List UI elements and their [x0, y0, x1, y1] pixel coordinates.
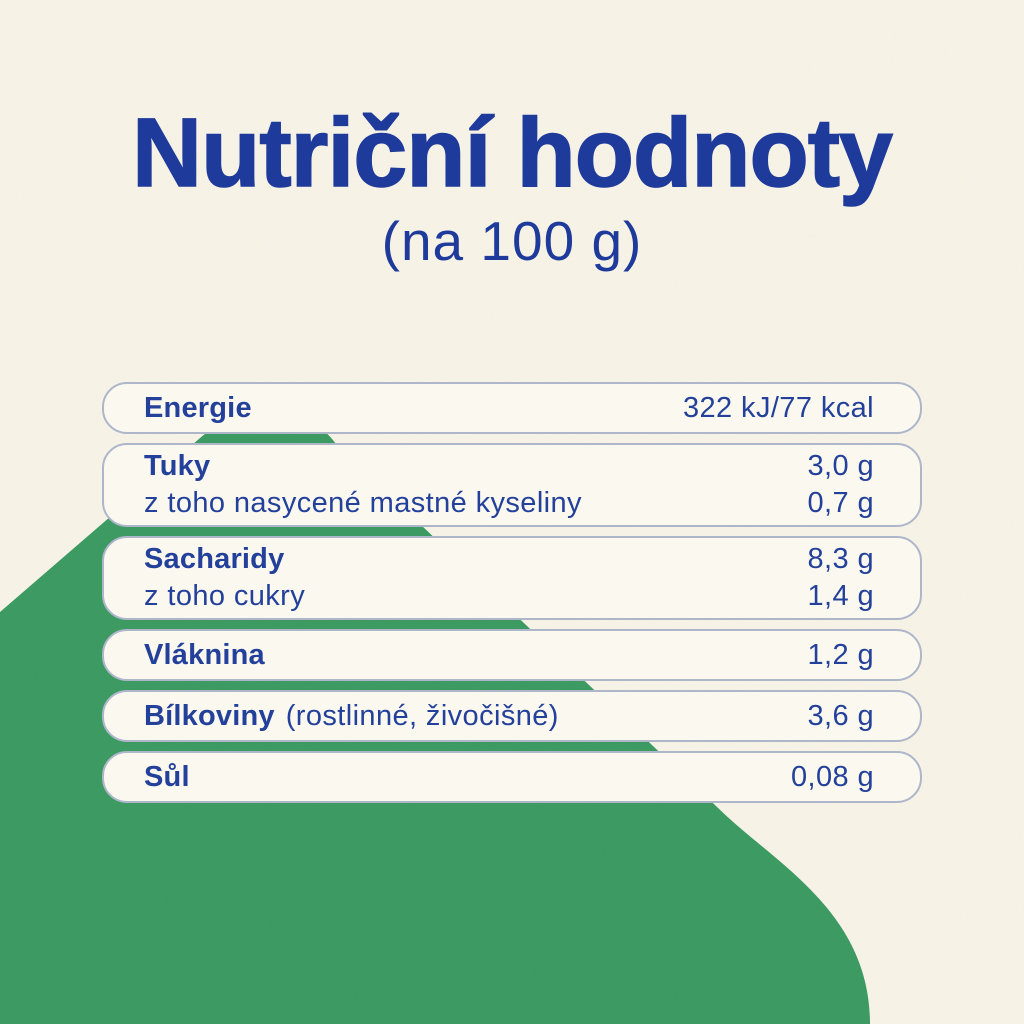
- row-label-text: z toho nasycené mastné kyseliny: [144, 487, 582, 519]
- table-row: Sacharidy 8,3 g z toho cukry 1,4 g: [102, 536, 922, 620]
- row-label: Energie: [144, 390, 252, 427]
- row-mainline: Sůl 0,08 g: [144, 759, 874, 796]
- row-subline: z toho nasycené mastné kyseliny 0,7 g: [144, 485, 874, 522]
- row-label-text: Bílkoviny: [144, 699, 275, 732]
- row-value: 3,0 g: [807, 450, 874, 482]
- table-row: Bílkoviny (rostlinné, živočišné) 3,6 g: [102, 690, 922, 742]
- row-label-text: z toho cukry: [144, 580, 306, 612]
- row-value: 0,7 g: [807, 487, 874, 519]
- row-value: 0,08 g: [790, 760, 874, 793]
- row-value: 8,3 g: [807, 543, 874, 575]
- page-title: Nutriční hodnoty: [131, 98, 893, 207]
- row-label-text: Tuky: [144, 450, 211, 482]
- header: Nutriční hodnoty (na 100 g): [0, 98, 1024, 273]
- row-label: z toho nasycené mastné kyseliny: [144, 485, 582, 522]
- row-label: z toho cukry: [144, 578, 305, 615]
- table-row: Energie 322 kJ/77 kcal: [102, 382, 922, 434]
- table-row: Sůl 0,08 g: [102, 751, 922, 803]
- row-label-text: Vláknina: [144, 638, 265, 671]
- table-row: Vláknina 1,2 g: [102, 629, 922, 681]
- row-mainline: Energie 322 kJ/77 kcal: [144, 390, 874, 427]
- row-mainline: Vláknina 1,2 g: [144, 637, 874, 674]
- row-mainline: Sacharidy 8,3 g: [144, 541, 874, 578]
- row-value: 3,6 g: [807, 699, 874, 732]
- row-mainline: Tuky 3,0 g: [144, 448, 874, 485]
- row-value: 1,4 g: [807, 580, 874, 612]
- row-label-text: Energie: [144, 391, 252, 424]
- row-label-text: Sacharidy: [144, 543, 285, 575]
- row-label-suffix: (rostlinné, živočišné): [285, 699, 559, 732]
- row-mainline: Bílkoviny (rostlinné, živočišné) 3,6 g: [144, 698, 874, 735]
- row-label-text: Sůl: [144, 760, 190, 793]
- row-label: Vláknina: [144, 637, 265, 674]
- row-label: Sůl: [144, 759, 190, 796]
- row-value: 322 kJ/77 kcal: [683, 391, 874, 424]
- page-subtitle: (na 100 g): [381, 210, 643, 272]
- row-label: Sacharidy: [144, 541, 284, 578]
- row-label: Tuky: [144, 448, 210, 485]
- row-subline: z toho cukry 1,4 g: [144, 578, 874, 615]
- row-value: 1,2 g: [807, 638, 874, 671]
- row-label: Bílkoviny (rostlinné, živočišné): [144, 698, 559, 735]
